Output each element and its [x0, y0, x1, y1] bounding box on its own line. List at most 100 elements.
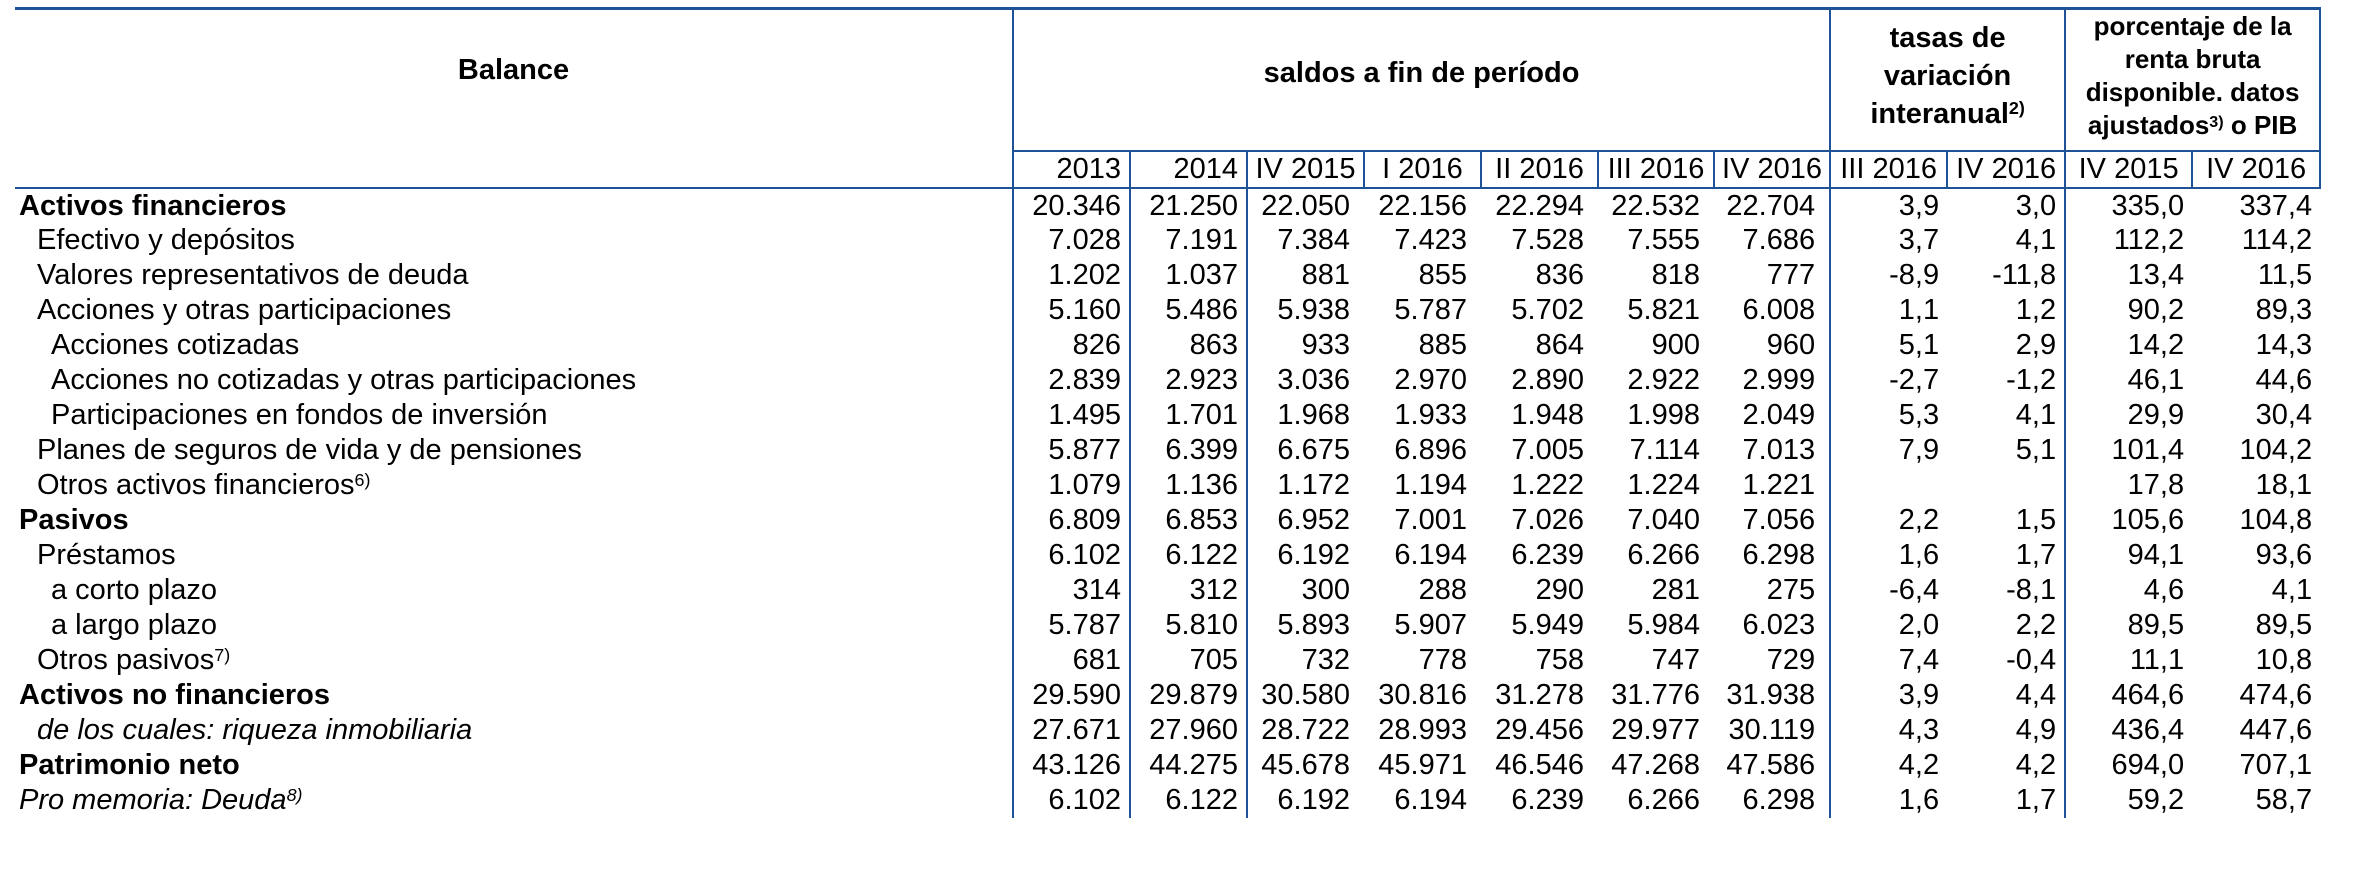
table-cell: -8,9 [1889, 259, 1940, 291]
table-cell: 1.221 [1714, 468, 1832, 503]
table-cell: 5.984 [1627, 609, 1700, 641]
table-cell: 5.938 [1277, 294, 1350, 326]
table-cell: 6.102 [1013, 783, 1131, 818]
row-label: Participaciones en fondos de inversión [15, 398, 1014, 433]
table-cell: 112,2 [2113, 224, 2185, 256]
table-cell: 44,6 [2255, 364, 2313, 396]
table-cell: 855 [1418, 259, 1467, 291]
table-cell: 2,2 [1898, 504, 1940, 536]
table-cell: 694,0 [2111, 749, 2185, 781]
table-cell: 1,6 [1898, 539, 1940, 571]
table-cell: 474,6 [2239, 679, 2313, 711]
table-row: de los cuales: riqueza inmobiliaria 27.6… [15, 713, 2320, 748]
table-cell: 5,1 [1947, 433, 2067, 468]
table-cell: 300 [1301, 574, 1350, 606]
saldos-group-header: saldos a fin de período [1013, 8, 1832, 152]
footnote-marker: 8) [286, 784, 303, 805]
table-cell: 29.590 [1013, 678, 1131, 713]
table-cell: 17,8 [2127, 469, 2185, 501]
table-cell: 1.202 [1013, 258, 1131, 293]
table-cell: 46,1 [2127, 364, 2185, 396]
table-cell: 29.977 [1611, 714, 1700, 746]
table-cell: 1,5 [1947, 503, 2067, 538]
row-label-text: Patrimonio neto [19, 749, 240, 781]
row-label-text: Acciones cotizadas [51, 329, 300, 361]
table-cell: 22.532 [1611, 189, 1700, 222]
table-cell: 1,7 [1947, 538, 2067, 573]
table-cell: 7.001 [1394, 504, 1467, 536]
table-cell: 22.294 [1495, 189, 1584, 222]
table-cell: 707,1 [2239, 749, 2313, 781]
table-row: Otros pasivos7) 681 705 732 778 758 747 … [15, 643, 2320, 678]
table-cell: 933 [1301, 329, 1350, 361]
table-cell: 705 [1130, 643, 1248, 678]
table-cell: 6.239 [1511, 539, 1584, 571]
table-row: Activos no financieros 29.590 29.879 30.… [15, 678, 2320, 713]
table-row: Efectivo y depósitos 7.028 7.191 7.384 7… [15, 223, 2320, 258]
table-cell: 3,9 [1898, 189, 1940, 222]
row-label: Planes de seguros de vida y de pensiones [15, 433, 1014, 468]
table-cell: 1.224 [1627, 469, 1700, 501]
table-row: a largo plazo 5.787 5.810 5.893 5.907 5.… [15, 608, 2320, 643]
table-row: Pro memoria: Deuda8) 6.102 6.122 6.192 6… [15, 783, 2320, 818]
table-cell: 89,3 [2255, 294, 2313, 326]
table-cell: 960 [1714, 328, 1832, 363]
table-row: a corto plazo 314 312 300 288 290 281 27… [15, 573, 2320, 608]
table-cell: 29,9 [2127, 399, 2185, 431]
table-cell: 436,4 [2111, 714, 2185, 746]
table-cell: 30.580 [1261, 679, 1350, 711]
table-cell: 20.346 [1013, 188, 1131, 223]
table-cell: 5.949 [1511, 609, 1584, 641]
table-cell: 13,4 [2127, 259, 2185, 291]
table-cell: 6.298 [1714, 538, 1832, 573]
table-cell: 89,5 [2127, 609, 2185, 641]
table-cell: 5.787 [1394, 294, 1467, 326]
table-cell: 27.671 [1013, 713, 1131, 748]
pct-col-iv-2016: IV 2016 [2191, 150, 2322, 189]
table-row: Acciones y otras participaciones 5.160 5… [15, 293, 2320, 328]
table-cell: 2.839 [1013, 363, 1131, 398]
table-cell: 14,2 [2127, 329, 2185, 361]
table-cell: 1,6 [1898, 784, 1940, 816]
table-cell: 288 [1418, 574, 1467, 606]
row-label: Acciones no cotizadas y otras participac… [15, 363, 1014, 398]
tasas-col-iv-2016: IV 2016 [1946, 150, 2067, 189]
row-label-text: Pasivos [19, 504, 129, 536]
balance-table: Balance saldos a fin de período tasas de… [15, 7, 2322, 818]
table-cell: 7.040 [1627, 504, 1700, 536]
table-cell: 864 [1535, 329, 1584, 361]
table-cell: 312 [1130, 573, 1248, 608]
table-cell: 1.037 [1130, 258, 1248, 293]
table-cell: 89,5 [2255, 609, 2313, 641]
table-cell: 1.948 [1511, 399, 1584, 431]
row-label: Efectivo y depósitos [15, 223, 1014, 258]
table-cell: 14,3 [2255, 329, 2313, 361]
row-label-text: a corto plazo [51, 574, 218, 606]
table-cell: -0,4 [1947, 643, 2067, 678]
table-cell: 729 [1714, 643, 1832, 678]
row-label-text: Acciones no cotizadas y otras participac… [51, 364, 637, 396]
table-cell: 6.102 [1013, 538, 1131, 573]
table-cell: 6.008 [1714, 293, 1832, 328]
table-cell: 7.026 [1511, 504, 1584, 536]
table-cell: -8,1 [1947, 573, 2067, 608]
table-cell: 4,1 [2271, 574, 2313, 606]
tasas-col-iii-2016: III 2016 [1829, 150, 1949, 189]
table-cell: 4,6 [2143, 574, 2185, 606]
table-cell: 5.160 [1013, 293, 1131, 328]
table-cell: 93,6 [2255, 539, 2313, 571]
row-label-text: Valores representativos de deuda [37, 259, 469, 291]
table-cell: 6.809 [1013, 503, 1131, 538]
table-cell: 5.821 [1627, 294, 1700, 326]
table-cell: 1.495 [1013, 398, 1131, 433]
table-cell: 1.136 [1130, 468, 1248, 503]
table-cell: 11,5 [2257, 259, 2313, 291]
table-cell: 1.079 [1013, 468, 1131, 503]
table-cell: 2.890 [1511, 364, 1584, 396]
tasas-group-header: tasas de variación interanual2) [1830, 8, 2067, 152]
year-col-iv-2016: IV 2016 [1712, 150, 1832, 189]
tasas-group-label: tasas de variación interanual [1870, 21, 2012, 130]
table-cell: 22.704 [1714, 188, 1832, 223]
row-label-text: de los cuales: riqueza inmobiliaria [37, 714, 473, 746]
table-cell: 6.896 [1394, 434, 1467, 466]
